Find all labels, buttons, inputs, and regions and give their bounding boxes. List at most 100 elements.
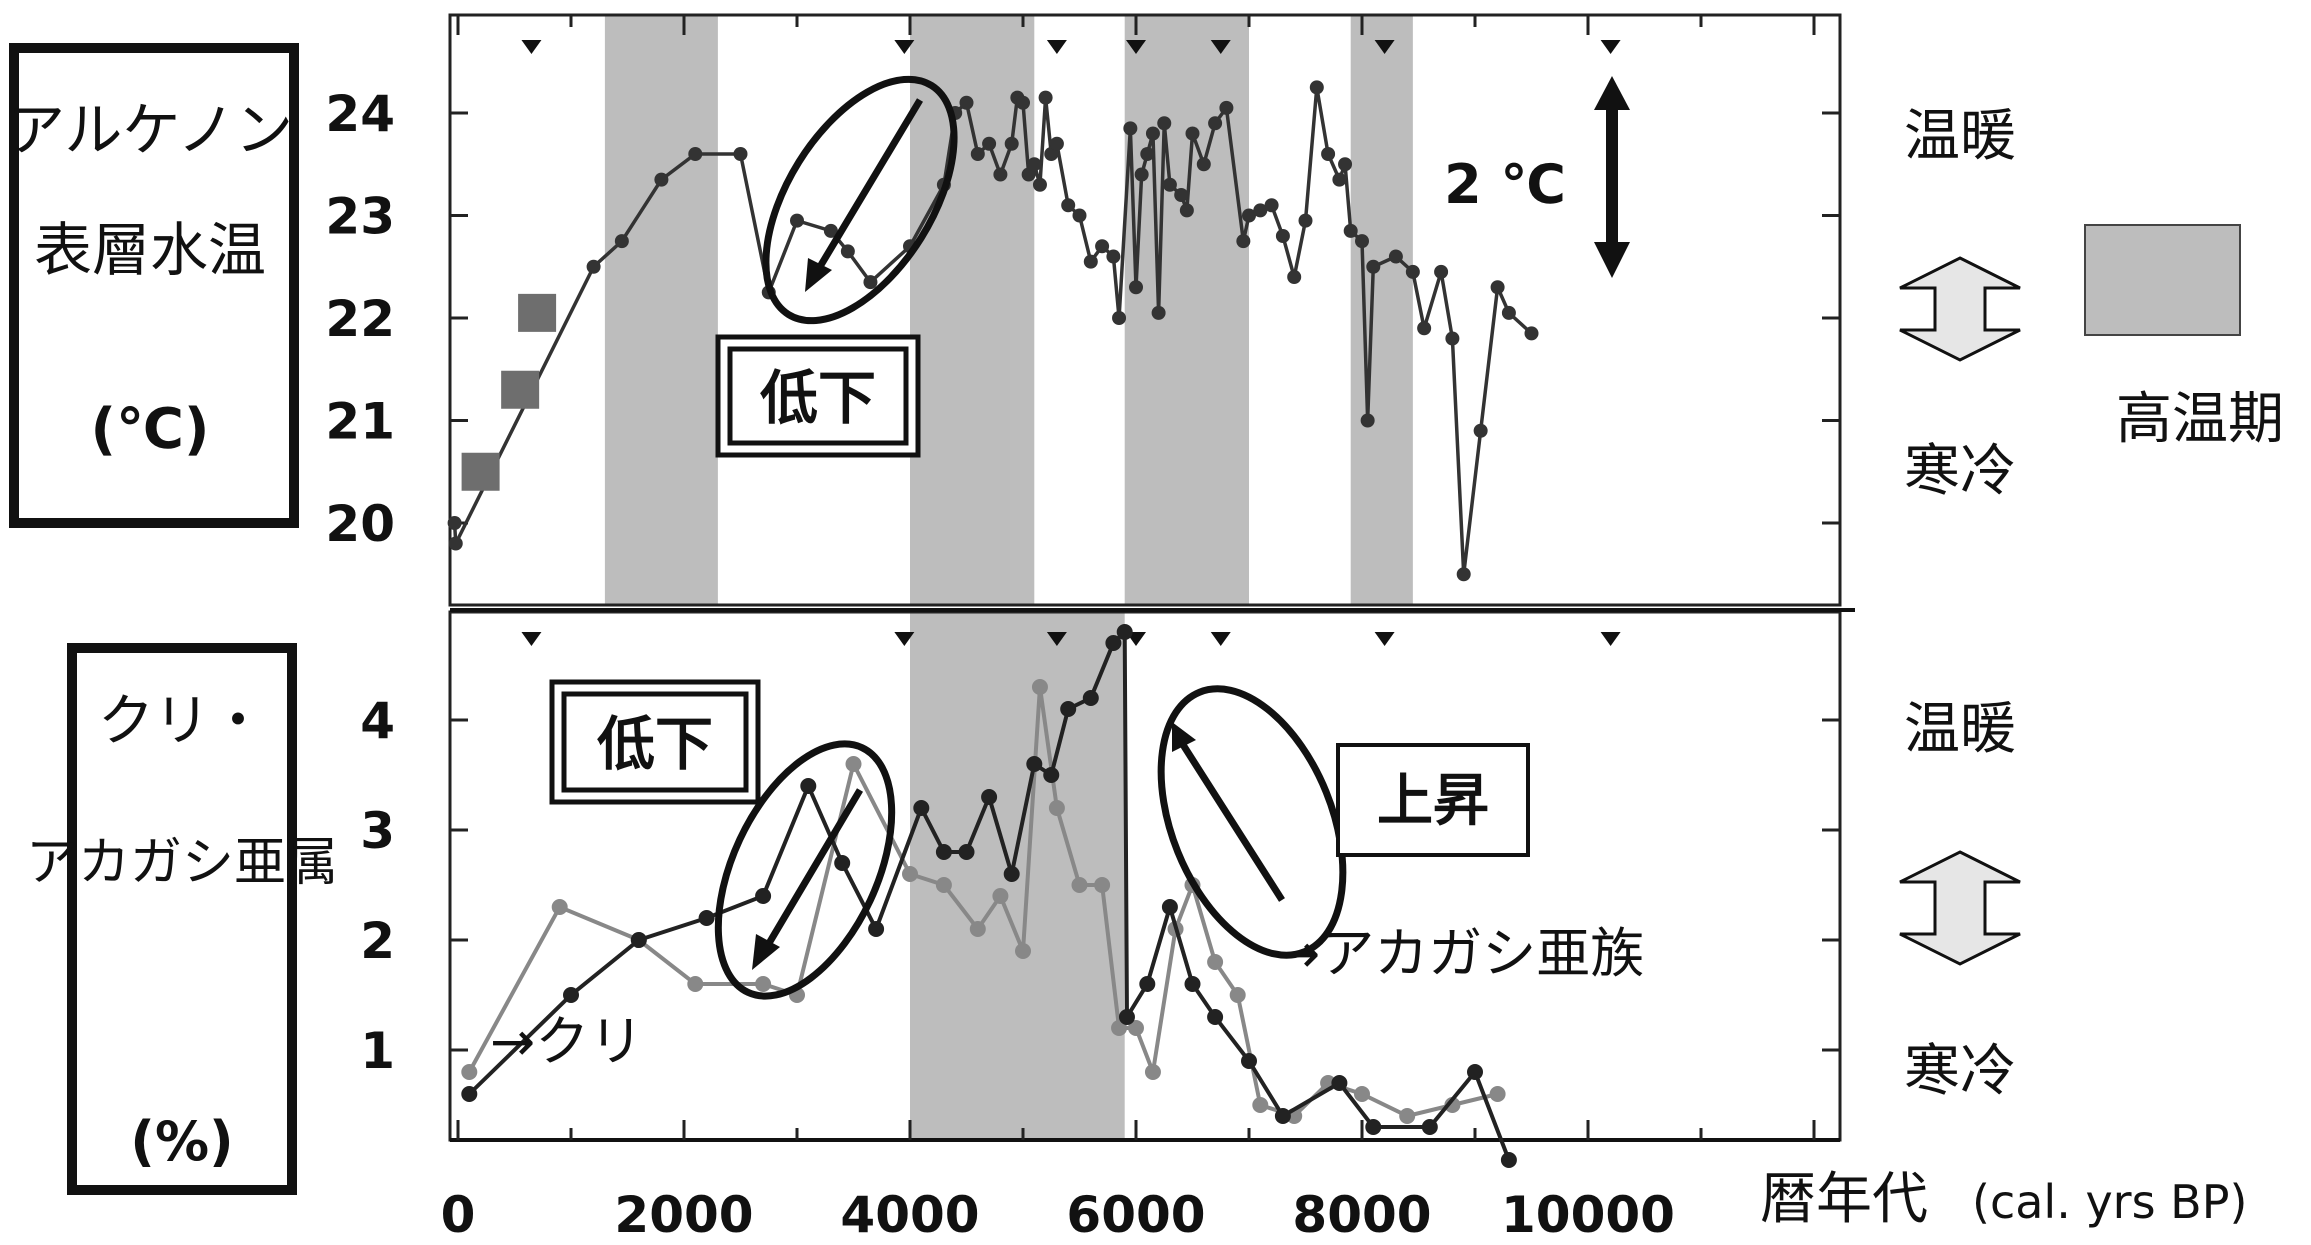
sst-point <box>1185 126 1200 141</box>
sst-series <box>447 80 1539 582</box>
kuri-point <box>1467 1064 1483 1080</box>
sst-point <box>1501 305 1516 320</box>
sst-point <box>1112 311 1127 325</box>
akagashi-point <box>1229 987 1246 1003</box>
sst-point <box>1145 126 1160 141</box>
kuri-point <box>755 888 772 904</box>
sst-point <box>1434 264 1449 279</box>
sst-point <box>1038 90 1053 105</box>
top-decrease-arrowhead <box>805 258 832 292</box>
sst-point <box>1021 167 1036 182</box>
sst-point <box>1219 100 1234 115</box>
sst-point <box>1027 157 1042 172</box>
event-marker <box>1600 40 1621 54</box>
top-warm-label: 温暖 <box>1904 104 2016 169</box>
x-tick-label: 10000 <box>1501 1186 1675 1244</box>
kuri-series-label: →クリ <box>490 1010 643 1073</box>
kuri-point <box>1274 1108 1291 1124</box>
sst-point <box>1332 172 1347 187</box>
x-ticks: 0 2000 4000 6000 8000 10000 <box>441 15 1816 1244</box>
kuri-point <box>1331 1075 1348 1091</box>
kuri-point <box>1082 690 1099 706</box>
bottom-y-tick-label: 3 <box>360 802 395 860</box>
kuri-point <box>1207 1009 1224 1025</box>
akagashi-point <box>1489 1086 1506 1102</box>
top-ylabel-line1: アルケノン <box>7 96 293 164</box>
kuri-point <box>981 789 998 805</box>
akagashi-point <box>1444 1097 1461 1113</box>
sst-point <box>982 136 997 151</box>
bottom-cold-label: 寒冷 <box>1904 1039 2016 1104</box>
top-y-tick-label: 21 <box>325 393 395 451</box>
top-warm-period-band <box>604 15 718 605</box>
bottom-decrease-label: 低下 <box>597 710 713 778</box>
sst-point <box>1298 213 1313 228</box>
sst-point <box>993 167 1008 182</box>
sst-point <box>1032 177 1047 192</box>
top-y-tick-label: 20 <box>325 495 395 553</box>
x-tick-label: 4000 <box>840 1186 979 1244</box>
top-warm-period-band <box>1350 15 1413 605</box>
akagashi-point <box>1144 1064 1161 1080</box>
bottom-y-tick-label: 1 <box>360 1022 395 1080</box>
akagashi-point <box>969 921 986 937</box>
akagashi-point <box>1252 1097 1269 1113</box>
akagashi-point <box>755 976 772 992</box>
x-tick-label: 0 <box>441 1186 476 1244</box>
bottom-decrease-arrowhead <box>752 934 780 970</box>
kuri-point <box>1500 1152 1517 1168</box>
bottom-ylabel-line3: (%) <box>130 1110 233 1173</box>
sst-point <box>1253 203 1268 218</box>
top-y-tick-label: 22 <box>325 290 395 348</box>
sst-point <box>1366 259 1381 274</box>
top-y-tick-label: 24 <box>325 85 395 143</box>
sst-point <box>1004 136 1019 151</box>
event-marker <box>894 40 915 54</box>
akagashi-point <box>935 877 952 893</box>
sst-point <box>1473 423 1488 438</box>
top-warm-period-band <box>910 15 1035 605</box>
sst-point <box>1157 116 1172 131</box>
bottom-decrease-arrow <box>761 788 864 952</box>
sst-point <box>863 275 878 290</box>
two-degree-arrowhead-down <box>1594 242 1630 278</box>
sst-point <box>1388 249 1403 264</box>
bottom-increase-label: 上昇 <box>1377 769 1489 834</box>
akagashi-point <box>902 866 918 882</box>
bottom-increase-ellipse <box>1157 685 1347 959</box>
legend-warm-period-swatch <box>2084 224 2241 336</box>
sst-square-point <box>518 293 557 332</box>
bottom-increase-arrow <box>1177 738 1285 902</box>
event-marker <box>521 40 542 54</box>
x-tick-label: 8000 <box>1292 1186 1431 1244</box>
x-axis-label: 暦年代 <box>1760 1167 1928 1232</box>
bottom-ylabel-line2: アカガシ亜属 <box>26 833 338 893</box>
bottom-y-tick-label: 4 <box>360 692 395 750</box>
event-marker <box>1046 632 1067 646</box>
top-y-ticks: 24 23 22 21 20 <box>325 85 1840 553</box>
bottom-warm-label: 温暖 <box>1904 697 2016 762</box>
kuri-point <box>1365 1119 1382 1135</box>
sst-point <box>1123 121 1138 136</box>
sst-point <box>1044 147 1059 161</box>
akagashi-point <box>992 888 1009 904</box>
akagashi-point <box>461 1064 478 1080</box>
top-decrease-label: 低下 <box>760 364 876 432</box>
sst-point <box>1083 254 1098 269</box>
event-markers <box>521 40 1621 646</box>
kuri-point <box>1043 767 1060 783</box>
top-y-tick-label: 23 <box>325 188 395 246</box>
sst-point <box>1129 280 1143 295</box>
kuri-point <box>913 800 930 816</box>
sst-point <box>1162 177 1177 192</box>
sst-point <box>1287 270 1302 284</box>
sst-point <box>970 147 985 161</box>
sst-point <box>1072 208 1087 223</box>
sst-square-point <box>501 370 540 409</box>
sst-point <box>1321 147 1336 161</box>
sst-point <box>1106 249 1121 264</box>
event-marker <box>1374 632 1395 646</box>
bottom-increase-arrowhead <box>1172 722 1196 752</box>
event-marker <box>1210 40 1231 54</box>
x-axis-unit: (cal. yrs BP) <box>1972 1175 2247 1229</box>
